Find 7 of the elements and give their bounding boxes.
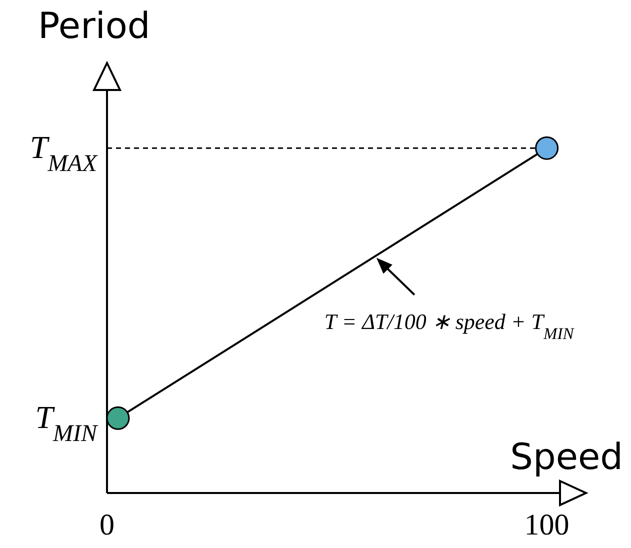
x-tick-label: 100 bbox=[524, 508, 570, 542]
x-axis-title: Speed bbox=[510, 437, 623, 478]
ref-line-label: T$_{MAX}$ bbox=[30, 129, 98, 178]
y-axis-title: Period bbox=[38, 6, 150, 47]
annotation: T$_{MIN}$ bbox=[35, 399, 99, 448]
annotation: T = ΔT/100 ∗ speed + T$_{MIN}$ bbox=[324, 308, 575, 342]
x-tick-label: 0 bbox=[100, 508, 114, 542]
